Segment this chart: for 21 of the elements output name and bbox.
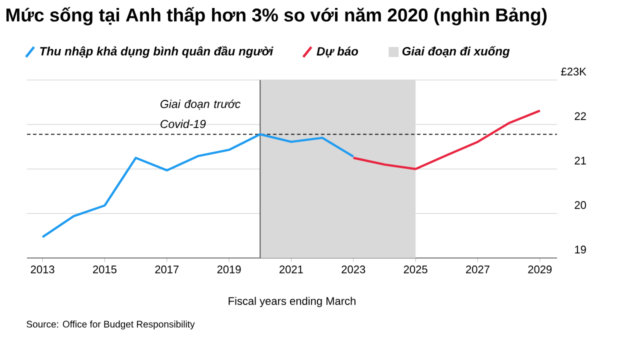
y-tick-label: 22 bbox=[574, 112, 586, 120]
y-tick-label: 19 bbox=[575, 246, 586, 254]
x-axis-title: Fiscal years ending March bbox=[228, 296, 356, 308]
ref-line-label: Giai đoạn trước Covid-19 bbox=[160, 99, 240, 128]
legend-label: Thu nhập khả dụng bình quân đầu người bbox=[40, 46, 274, 58]
x-tick-label: 2023 bbox=[342, 266, 366, 274]
x-tick-label: 2015 bbox=[93, 266, 116, 274]
x-tick-label: 2021 bbox=[280, 266, 303, 274]
legend-label: Dự báo bbox=[316, 46, 358, 58]
y-tick-label: 21 bbox=[574, 156, 586, 164]
x-tick-label: 2017 bbox=[155, 266, 179, 274]
source-note: Source: Office for Budget Responsibility bbox=[26, 320, 195, 330]
x-tick-label: 2027 bbox=[466, 266, 490, 274]
x-tick-label: 2025 bbox=[404, 266, 428, 274]
y-tick-label: £23K bbox=[561, 68, 586, 76]
legend-label: Giai đoạn đi xuống bbox=[402, 46, 510, 58]
y-tick-label: 20 bbox=[574, 201, 586, 209]
x-tick-label: 2029 bbox=[528, 266, 552, 274]
x-tick-label: 2019 bbox=[217, 266, 241, 274]
chart-title: Mức sống tại Anh thấp hơn 3% so với năm 2020 (nghìn Bảng) bbox=[6, 7, 547, 26]
x-tick-label: 2013 bbox=[30, 266, 54, 274]
